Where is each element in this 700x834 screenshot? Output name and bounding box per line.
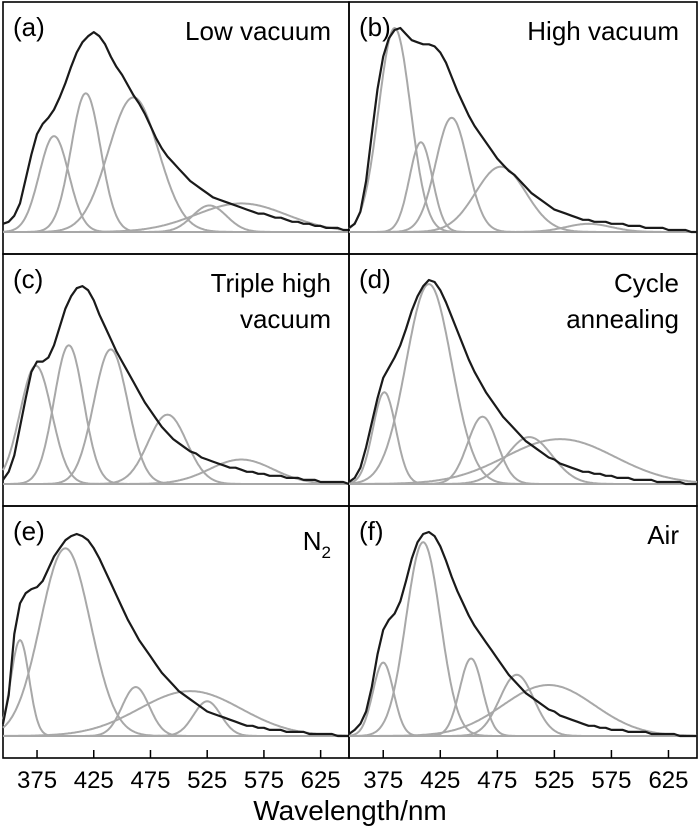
x-tick-label: 375 bbox=[17, 767, 57, 794]
gaussian-component-curve bbox=[3, 92, 349, 233]
gaussian-component-curve bbox=[349, 541, 697, 737]
gaussian-component-curve bbox=[3, 685, 349, 737]
chart-panel: (e) N2 bbox=[1, 505, 350, 759]
gaussian-component-curve bbox=[349, 165, 697, 233]
x-tick-label: 425 bbox=[74, 767, 114, 794]
panel-label: (c) bbox=[13, 264, 43, 294]
gaussian-component-curve bbox=[3, 700, 349, 737]
x-tick-label: 575 bbox=[591, 767, 631, 794]
panel-title: N2 bbox=[303, 526, 331, 562]
chart-panel: (c) Triple high vacuum bbox=[2, 253, 350, 507]
x-tick-label: 425 bbox=[420, 767, 460, 794]
gaussian-component-curve bbox=[349, 657, 697, 737]
panel-title: vacuum bbox=[240, 304, 331, 334]
x-tick-label: 625 bbox=[648, 767, 688, 794]
x-tick-label: 475 bbox=[130, 767, 170, 794]
panel-title: High vacuum bbox=[527, 16, 679, 46]
panel-frame bbox=[2, 505, 350, 759]
measured-spectrum-curve bbox=[2, 31, 349, 232]
panel-title: Cycle bbox=[614, 268, 679, 298]
gaussian-component-curve bbox=[3, 690, 349, 737]
gaussian-component-curve bbox=[2, 364, 349, 485]
gaussian-component-curve bbox=[349, 438, 698, 485]
gaussian-component-curve bbox=[3, 458, 349, 485]
panel-label: (b) bbox=[359, 12, 391, 42]
x-tick-label: 575 bbox=[244, 767, 284, 794]
x-axis: 375 425 475 525 575 625 375 425 475 525 575 625 bbox=[17, 767, 688, 794]
gaussian-component-curve bbox=[348, 26, 697, 233]
measured-spectrum-curve bbox=[348, 530, 697, 738]
measured-spectrum-curve bbox=[348, 278, 697, 486]
gaussian-component-curve bbox=[349, 436, 697, 485]
gaussian-component-curve bbox=[3, 344, 349, 485]
x-tick-label: 525 bbox=[187, 767, 227, 794]
gaussian-component-curve bbox=[348, 661, 697, 737]
x-tick-label: 625 bbox=[301, 767, 341, 794]
x-axis-label: Wavelength/nm bbox=[253, 795, 447, 826]
gaussian-component-curve bbox=[3, 202, 350, 233]
panel-title: Low vacuum bbox=[185, 16, 331, 46]
x-tick-label: 525 bbox=[534, 767, 574, 794]
gaussian-component-curve bbox=[349, 684, 697, 737]
gaussian-component-curve bbox=[3, 348, 349, 485]
panel-label: (d) bbox=[359, 264, 391, 294]
chart-panel: (f) Air bbox=[348, 505, 698, 759]
chart-panel: (d) Cycle annealing bbox=[348, 253, 698, 507]
panel-title: Triple high bbox=[211, 268, 331, 298]
chart-panel: (a) Low vacuum bbox=[2, 1, 350, 255]
measured-spectrum-curve bbox=[1, 532, 349, 738]
chart-panel: (b) High vacuum bbox=[348, 1, 698, 255]
x-tick-label: 475 bbox=[477, 767, 517, 794]
panel-title: Air bbox=[647, 520, 679, 550]
panel-frame bbox=[348, 505, 698, 759]
panel-title-subscript: 2 bbox=[322, 543, 331, 562]
panel-label: (f) bbox=[359, 516, 384, 546]
gaussian-component-curve bbox=[349, 673, 697, 737]
panel-label: (e) bbox=[13, 516, 45, 546]
panel-label: (a) bbox=[13, 12, 45, 42]
gaussian-component-curve bbox=[349, 222, 697, 233]
x-tick-label: 375 bbox=[363, 767, 403, 794]
measured-spectrum-curve bbox=[348, 26, 697, 234]
panel-title: annealing bbox=[566, 304, 679, 334]
gaussian-component-curve bbox=[2, 547, 349, 737]
gaussian-component-curve bbox=[349, 116, 697, 233]
measured-spectrum-curve bbox=[2, 285, 350, 486]
